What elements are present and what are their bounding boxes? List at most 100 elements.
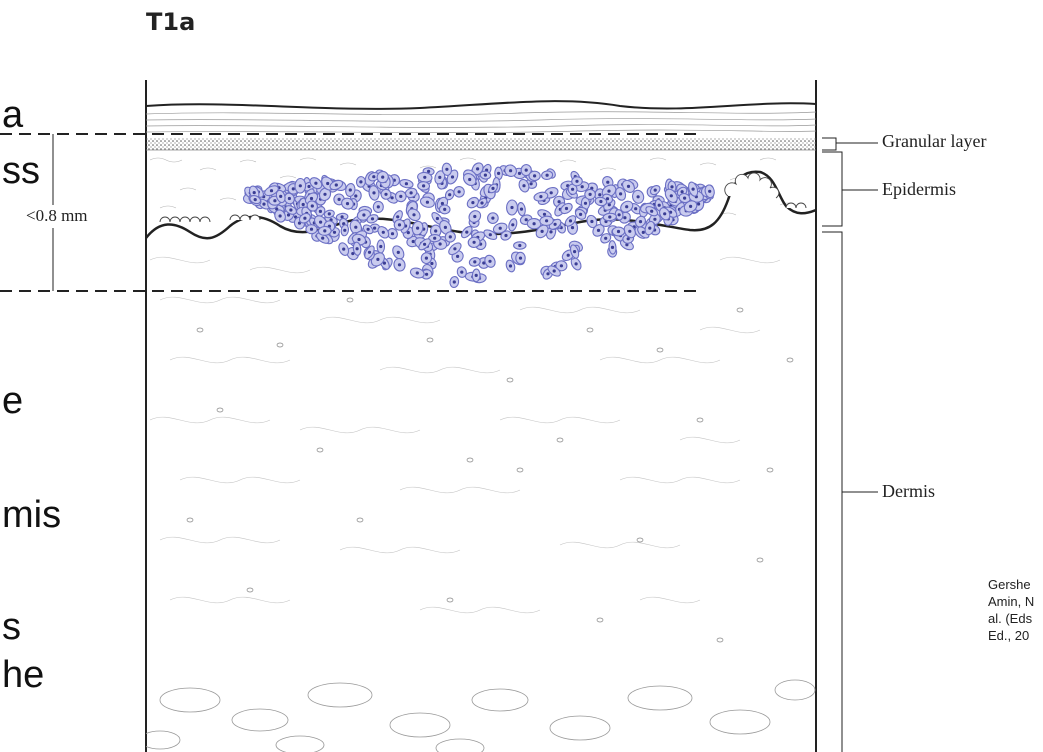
tumor-cell-nucleus <box>406 231 410 235</box>
tumor-cell-nucleus <box>427 169 431 173</box>
citation-line: Amin, N <box>988 594 1035 609</box>
tumor-cell-nucleus <box>653 217 657 221</box>
tumor-cell-nucleus <box>509 169 513 173</box>
tumor-cell-nucleus <box>332 230 337 234</box>
slide-text-fragment-5: s <box>2 606 21 648</box>
granular-layer-label: Granular layer <box>882 131 987 151</box>
dermal-epidermal-junction <box>146 170 816 240</box>
tumor-cell-nucleus <box>483 173 487 177</box>
tumor-cell-nucleus <box>269 189 274 193</box>
tumor-cell-nucleus <box>553 222 557 226</box>
tumor-cell-nucleus <box>301 202 305 207</box>
tumor-cell-nucleus <box>435 216 439 221</box>
tumor-cell-nucleus <box>348 188 352 192</box>
tumor-cell-nucleus <box>307 184 311 189</box>
tumor-cell-nucleus <box>473 260 477 264</box>
tumor-cell-nucleus <box>273 199 277 203</box>
tumor-cell-nucleus <box>472 240 476 244</box>
slide-text-fragment-6: he <box>2 654 45 696</box>
tumor-cell-nucleus <box>465 230 469 234</box>
tumor-cell-nucleus <box>323 229 327 233</box>
citation-line: Gershe <box>988 577 1031 592</box>
tumor-cell-nucleus <box>610 245 615 249</box>
tumor-cell-nucleus <box>404 182 408 186</box>
tumor-cell-nucleus <box>697 202 701 206</box>
tumor-cell-nucleus <box>425 200 429 204</box>
dermis-label: Dermis <box>882 481 935 501</box>
tumor-cell-nucleus <box>607 189 611 193</box>
tumor-cell-nucleus <box>354 194 358 198</box>
tumor-cell-nucleus <box>390 196 394 200</box>
epidermis-bracket <box>822 151 878 227</box>
tumor-cell-nucleus <box>626 237 630 241</box>
tumor-cell-nucleus <box>557 200 561 204</box>
tumor-cell-nucleus <box>327 212 331 216</box>
tumor-cell-nucleus <box>370 217 375 221</box>
tumor-cell-nucleus <box>616 229 621 234</box>
tumor-cell-nucleus <box>491 186 495 190</box>
tumor-cell-nucleus <box>524 168 528 172</box>
tumor-cell-nucleus <box>546 272 550 276</box>
tumor-cell-nucleus <box>598 193 602 197</box>
tumor-cell-nucleus <box>286 213 291 217</box>
tumor-cell-nucleus <box>298 184 302 188</box>
slide-text-fragment-2: ss <box>2 150 40 192</box>
tumor-cell-nucleus <box>680 190 684 194</box>
tumor-cell-nucleus <box>539 195 543 199</box>
tumor-cell-nucleus <box>573 250 577 254</box>
tumor-cell-nucleus <box>590 219 594 224</box>
tumor-cell-nucleus <box>412 213 416 217</box>
tumor-cell-nucleus <box>650 209 654 213</box>
tumor-cell-nucleus <box>653 188 657 192</box>
tumor-cell-nucleus <box>510 205 514 210</box>
tumor-cell-nucleus <box>456 254 460 258</box>
slide-text-fragment-4: mis <box>2 494 62 536</box>
tumor-cell-nucleus <box>321 236 325 240</box>
tumor-cell-nucleus <box>596 228 601 232</box>
tumor-cell-nucleus <box>343 228 347 232</box>
tumor-cell-nucleus <box>533 174 537 178</box>
tumor-cell-nucleus <box>438 175 442 179</box>
tumor-cell-nucleus <box>559 264 564 268</box>
tumor-cell-nucleus <box>626 184 631 188</box>
tumor-cell-nucleus <box>508 264 513 268</box>
tumor-cell-nucleus <box>571 187 575 191</box>
stratum-corneum-lines <box>146 111 816 133</box>
epidermis-label: Epidermis <box>882 179 956 199</box>
tumor-cell-nucleus <box>689 204 693 208</box>
tumor-cell-nucleus <box>605 197 610 201</box>
tumor-cell-nucleus <box>638 220 643 224</box>
tumor-cell-nucleus <box>423 175 427 179</box>
tumor-cell-nucleus <box>337 197 341 201</box>
tumor-cell-nucleus <box>376 257 380 261</box>
tumor-cell-nucleus <box>326 181 330 186</box>
tumor-cell-nucleus <box>323 192 327 196</box>
tumor-cell-nucleus <box>518 256 523 260</box>
tumor-cell-nucleus <box>663 212 667 216</box>
tumor-cell-nucleus <box>628 229 632 233</box>
tumor-cell-nucleus <box>423 242 427 246</box>
tumor-cell-nucleus <box>491 216 495 220</box>
tumor-cell-nucleus <box>434 229 438 233</box>
tumor-cell-nucleus <box>488 259 492 263</box>
tumor-cell-nucleus <box>381 175 385 179</box>
tumor-cell-nucleus <box>574 262 578 266</box>
tumor-cell-nucleus <box>480 201 484 205</box>
tumor-cell-nucleus <box>366 227 370 231</box>
tumor-cell-nucleus <box>310 204 314 208</box>
tumor-cell-nucleus <box>460 270 464 274</box>
tumor-cell-nucleus <box>397 223 402 227</box>
tumor-cell-nucleus <box>636 195 640 199</box>
basal-layer-scallops <box>159 172 807 223</box>
tumor-cell-nucleus <box>670 185 674 189</box>
tumor-cell-nucleus <box>289 208 293 212</box>
tumor-cell-nucleus <box>545 219 549 223</box>
tumor-cell-nucleus <box>430 261 434 266</box>
tumor-cell-nucleus <box>416 226 420 230</box>
tumor-cell-nucleus <box>497 171 501 175</box>
tumor-cell-nucleus <box>278 214 282 218</box>
tumor-cell-nucleus <box>372 175 376 179</box>
tumor-cell-nucleus <box>580 185 584 189</box>
tumor-cell-nucleus <box>542 212 547 216</box>
